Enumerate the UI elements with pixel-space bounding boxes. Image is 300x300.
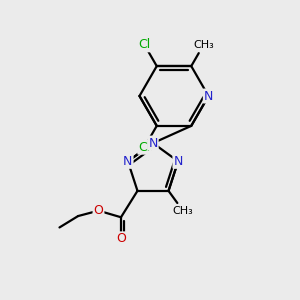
Text: Cl: Cl: [138, 141, 151, 154]
Text: N: N: [148, 136, 158, 150]
Text: O: O: [116, 232, 126, 245]
Text: O: O: [94, 204, 103, 217]
Text: N: N: [123, 155, 133, 168]
Text: Cl: Cl: [138, 38, 151, 51]
Text: N: N: [173, 155, 183, 168]
Text: N: N: [204, 89, 213, 103]
Text: CH₃: CH₃: [193, 40, 214, 50]
Text: CH₃: CH₃: [172, 206, 194, 216]
